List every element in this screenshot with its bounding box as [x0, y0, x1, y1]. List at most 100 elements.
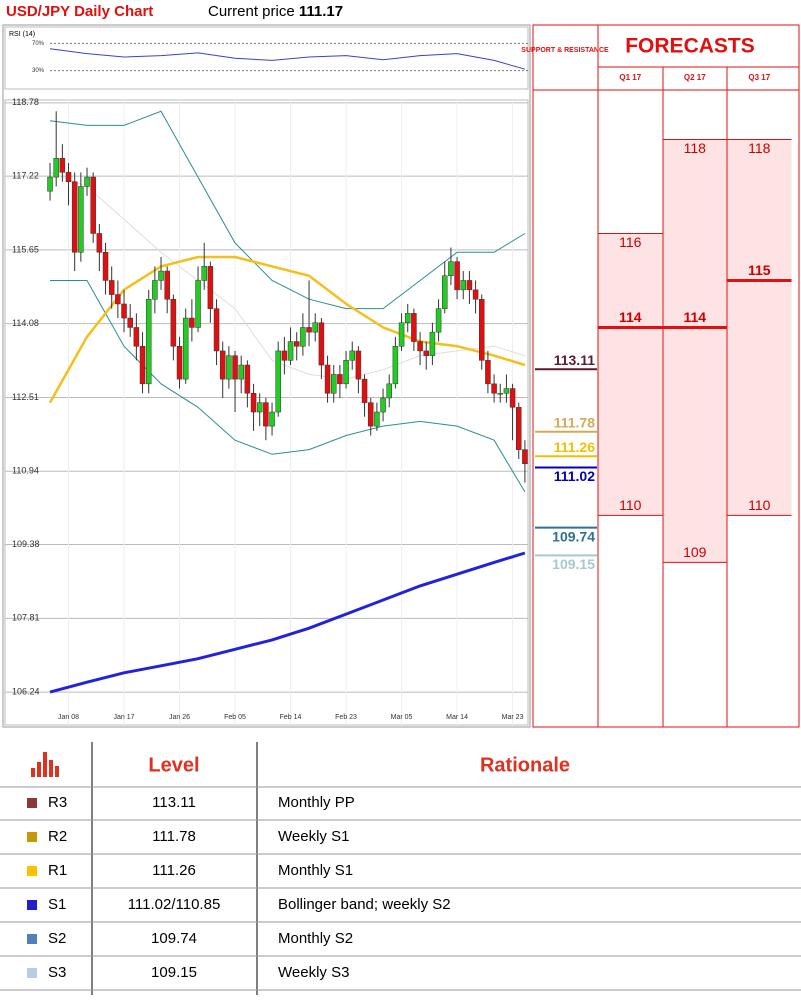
level-swatch	[27, 900, 37, 910]
y-tick-label: 117.22	[12, 171, 39, 181]
candle-body	[515, 407, 522, 450]
current-price: 111.17	[299, 3, 343, 20]
level-rationale: Weekly S1	[278, 828, 349, 845]
candle-body	[293, 341, 300, 347]
candle-body	[472, 289, 479, 300]
level-label: 113.11	[554, 352, 595, 368]
level-value: 111.78	[152, 828, 196, 845]
candle-body	[287, 341, 294, 361]
overlay-line	[48, 255, 526, 404]
candle-body	[343, 360, 349, 385]
level-name: R1	[48, 862, 67, 879]
candle-body	[306, 327, 312, 333]
x-tick-label: Jan 26	[169, 714, 190, 721]
level-swatch	[27, 798, 37, 808]
level-name: S2	[48, 930, 66, 947]
level-swatch	[27, 832, 37, 842]
y-tick-label: 118.78	[12, 97, 39, 107]
forecast-high-label: 118	[748, 140, 771, 156]
chart-title: USD/JPY Daily Chart	[6, 3, 153, 20]
forecast-low-label: 109	[683, 544, 707, 560]
quarter-label: Q2 17	[684, 73, 706, 82]
candle-body	[312, 322, 318, 333]
candle-body	[355, 350, 362, 380]
candle-body	[238, 364, 244, 380]
level-rationale: Monthly S1	[278, 862, 353, 879]
x-tick-label: Mar 23	[502, 714, 524, 721]
candle-body	[244, 364, 251, 394]
candle-body	[47, 176, 53, 192]
level-rationale: Bollinger band; weekly S2	[278, 896, 451, 913]
candle-body	[454, 261, 460, 291]
candle-body	[145, 298, 152, 385]
level-swatch	[27, 934, 37, 944]
forecast-range	[598, 233, 663, 516]
candle-body	[108, 280, 115, 295]
level-name: S1	[48, 896, 66, 913]
candle-body	[256, 402, 263, 413]
rsi-title: RSI (14)	[9, 31, 35, 38]
candle-body	[435, 308, 442, 333]
forecast-mid-label: 114	[619, 309, 642, 325]
candle-body	[90, 176, 96, 234]
level-value: 111.02/110.85	[128, 896, 221, 913]
x-tick-label: Mar 14	[446, 714, 468, 721]
candle-body	[330, 374, 337, 394]
level-name: R2	[48, 828, 67, 845]
candle-body	[232, 355, 238, 380]
candle-body	[491, 383, 497, 394]
candle-body	[71, 181, 78, 253]
candle-body	[392, 345, 399, 385]
candle-body	[497, 392, 503, 395]
candle-body	[374, 411, 380, 427]
candle-body	[139, 345, 146, 385]
candle-body	[207, 266, 214, 309]
x-tick-label: Feb 14	[280, 714, 302, 721]
candle-body	[201, 266, 207, 281]
candle-body	[250, 392, 257, 413]
forecast-high-label: 118	[684, 140, 707, 156]
candle-body	[182, 317, 189, 380]
chart-frame	[2, 24, 531, 728]
table-icon	[31, 752, 59, 777]
forecast-low-label: 110	[748, 497, 771, 513]
candle-body	[349, 350, 355, 361]
candle-body	[78, 186, 84, 253]
level-swatch	[27, 968, 37, 978]
candle-body	[503, 388, 510, 394]
overlay-line	[50, 280, 526, 493]
candle-body	[170, 298, 177, 347]
candle-body	[404, 313, 411, 323]
forecasts-title: FORECASTS	[625, 35, 755, 58]
level-label: 111.78	[554, 414, 595, 430]
y-tick-label: 114.08	[12, 318, 39, 328]
candle-body	[281, 350, 288, 361]
y-tick-label: 112.51	[12, 392, 39, 402]
candle-body	[121, 303, 127, 319]
quarter-label: Q3 17	[748, 73, 770, 82]
x-tick-label: Jan 08	[58, 714, 79, 721]
candle-body	[176, 345, 183, 380]
rsi-panel	[4, 26, 529, 90]
candle-body	[115, 294, 121, 305]
forecast-high-label: 116	[619, 234, 642, 250]
x-tick-label: Mar 05	[391, 714, 413, 721]
candle-body	[195, 280, 201, 328]
candle-body	[380, 397, 386, 413]
candle-body	[300, 327, 306, 347]
level-rationale: Monthly S2	[278, 930, 353, 947]
candle-body	[398, 322, 405, 347]
x-tick-label: Feb 23	[335, 714, 357, 721]
candle-body	[84, 176, 90, 187]
candle-body	[96, 233, 103, 253]
candle-body	[53, 158, 59, 178]
rsi-line	[49, 48, 526, 70]
candle-body	[448, 261, 454, 277]
y-tick-label: 109.38	[12, 539, 40, 549]
level-value: 113.11	[152, 794, 196, 811]
forecast-mid-label: 115	[748, 262, 771, 278]
candle-body	[269, 411, 275, 427]
candle-body	[189, 317, 195, 328]
candle-body	[263, 402, 269, 427]
level-label: 109.74	[552, 528, 595, 544]
